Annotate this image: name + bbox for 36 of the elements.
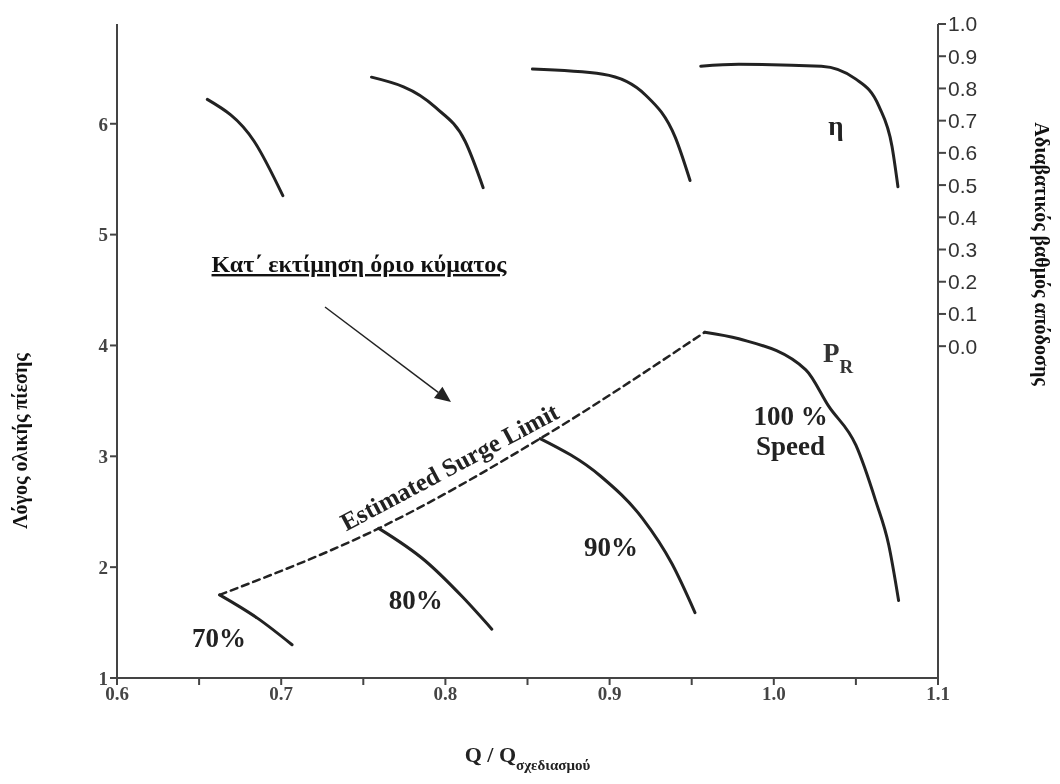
y2-tick-label: 1.0: [948, 12, 978, 36]
annotation: Κατ΄ εκτίμηση όριο κύματος: [211, 251, 508, 277]
x-tick-label: 0.8: [433, 683, 458, 705]
x-tick-label: 1.0: [761, 683, 786, 705]
x-axis-title: Q / Q$_{σχεδιασμού}$: [464, 742, 591, 773]
y-tick-label: 3: [98, 446, 108, 468]
y2-tick-label: 0.3: [948, 237, 978, 261]
series-label: 90%: [583, 531, 638, 562]
line-series: [370, 75, 485, 190]
y-tick-label: 1: [98, 667, 108, 689]
y2-tick-label: 0.6: [948, 141, 978, 165]
x-tick-label: 0.7: [269, 683, 294, 705]
y-tick-label: 6: [98, 113, 108, 135]
y2-tick-label: 0.5: [948, 173, 978, 197]
y2-tick-label: 0.0: [948, 334, 978, 358]
series-label: η: [828, 110, 844, 141]
series-label: 100 % Speed: [753, 401, 828, 462]
series-label: 70%: [192, 622, 247, 653]
y2-tick-label: 0.8: [948, 76, 978, 100]
y2-tick-label: 0.4: [948, 205, 978, 229]
line-series: [699, 62, 900, 189]
y-axis-title: Λόγος ολικής πίεσης: [9, 352, 32, 529]
x-tick-label: 1.1: [926, 683, 950, 705]
line-series: [530, 67, 692, 183]
y-tick-label: 2: [98, 556, 108, 578]
annotation: P$_{R}$: [822, 338, 854, 377]
x-tick-label: 0.9: [597, 683, 622, 705]
x-tick-label: 0.6: [105, 683, 129, 705]
y2-axis-title: Αδιαβατικός βαθμός απόδοσης: [1030, 122, 1053, 387]
y-tick-label: 4: [98, 335, 109, 357]
y2-tick-label: 0.7: [948, 109, 978, 133]
series-label: 80%: [388, 585, 443, 616]
y2-tick-label: 0.9: [948, 44, 978, 68]
y2-tick-label: 0.2: [948, 270, 978, 294]
y2-tick-label: 0.1: [948, 302, 978, 326]
y-tick-label: 5: [98, 224, 108, 246]
